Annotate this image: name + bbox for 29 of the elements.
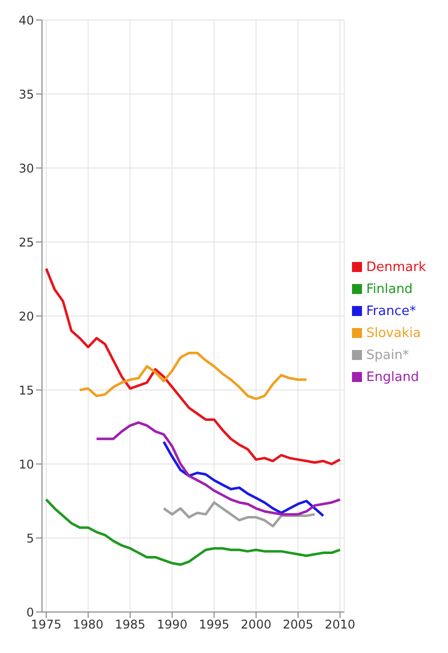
legend-label: England [366, 370, 420, 385]
legend-label: Finland [366, 282, 413, 297]
x-tick-label: 1975 [30, 618, 62, 632]
x-tick-label: 1990 [156, 618, 188, 632]
line-series [162, 501, 316, 528]
y-tick-label: 25 [18, 235, 34, 250]
line-series [95, 421, 342, 516]
legend-label: Spain* [366, 348, 410, 363]
y-tick-label: 10 [18, 457, 34, 472]
y-tick-label: 30 [18, 161, 34, 176]
x-tick-label: 1980 [72, 618, 104, 632]
y-tick-label: 35 [18, 87, 34, 102]
y-tick-label: 0 [26, 605, 34, 620]
legend-label: Denmark [366, 260, 426, 275]
line-series [44, 498, 342, 566]
line-series [44, 267, 342, 466]
x-tick-label: 1995 [198, 618, 230, 632]
x-tick-label: 2010 [324, 618, 356, 632]
legend-label: France* [366, 304, 416, 319]
x-tick-label: 1985 [114, 618, 146, 632]
line-series [78, 352, 308, 400]
x-tick-label: 2000 [240, 618, 272, 632]
y-tick-label: 15 [18, 383, 34, 398]
legend-label: Slovakia [366, 326, 421, 341]
y-tick-label: 5 [26, 531, 34, 546]
x-tick-label: 2005 [282, 618, 314, 632]
y-tick-label: 20 [18, 309, 34, 324]
line-series [162, 440, 324, 518]
y-tick-label: 40 [18, 13, 34, 28]
